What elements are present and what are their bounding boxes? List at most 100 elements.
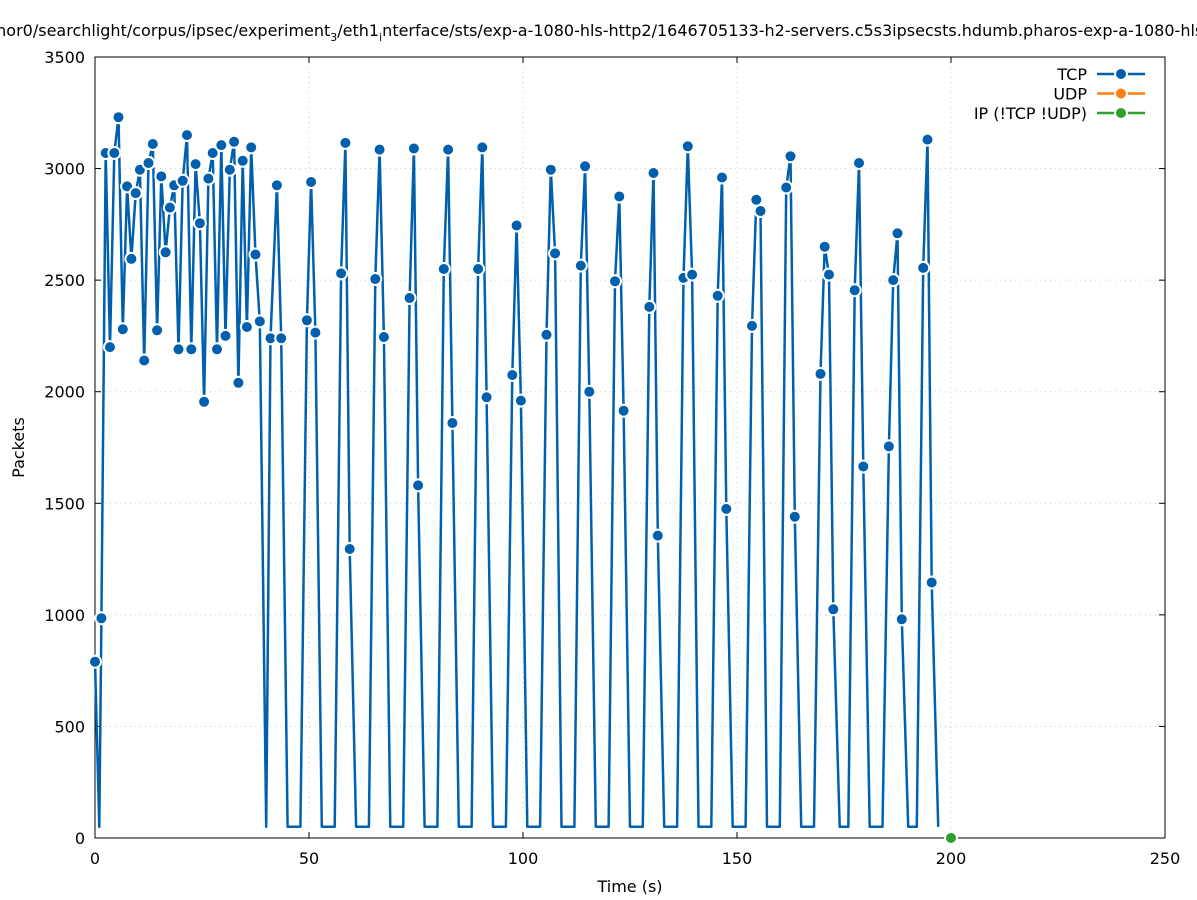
data-point: [445, 416, 460, 430]
data-point: [856, 459, 871, 474]
data-point: [886, 273, 901, 288]
data-point: [505, 368, 520, 382]
data-point: [543, 162, 558, 177]
y-tick-label: 3500: [44, 48, 85, 67]
data-point: [715, 170, 729, 185]
axis-ticks: [94, 56, 1166, 839]
data-point: [753, 204, 768, 218]
data-point: [154, 169, 169, 184]
data-point: [214, 138, 229, 153]
chart-title-part-2: /eth1: [337, 21, 379, 40]
data-point: [197, 394, 212, 409]
data-point: [192, 216, 207, 231]
data-point: [158, 245, 173, 260]
x-tick-label: 200: [936, 849, 967, 868]
data-point: [650, 528, 665, 543]
data-point: [578, 159, 593, 174]
data-point: [88, 654, 102, 669]
chart-title-part-1: /hor0/searchlight/corpus/ipsec/experimen…: [0, 21, 330, 40]
data-point: [115, 322, 130, 337]
chart-title-subscript-1: 3: [330, 31, 337, 44]
data-point: [852, 156, 866, 170]
data-point: [231, 375, 246, 390]
data-point: [150, 323, 165, 338]
data-point: [944, 831, 958, 845]
data-point: [304, 175, 319, 189]
data-point: [252, 314, 267, 329]
x-tick-label: 50: [299, 849, 319, 868]
data-point: [111, 110, 126, 125]
data-point: [128, 186, 143, 201]
data-point: [269, 178, 284, 193]
data-point: [471, 262, 486, 276]
data-point: [402, 291, 417, 305]
x-tick-label: 150: [722, 849, 753, 868]
plot-area-frame: [94, 56, 1166, 839]
data-point: [274, 331, 289, 346]
legend-label: IP (!TCP !UDP): [974, 104, 1087, 123]
data-point: [239, 320, 254, 334]
data-point: [787, 509, 802, 524]
data-point: [188, 157, 203, 172]
data-point: [235, 153, 250, 168]
data-point: [509, 218, 524, 233]
data-point: [813, 366, 828, 381]
data-point: [342, 542, 357, 556]
data-point: [94, 611, 109, 626]
data-point: [779, 180, 794, 195]
y-tick-label: 0: [75, 829, 85, 848]
grid-lines: [95, 57, 1165, 838]
data-point: [612, 189, 627, 204]
y-tick-label: 1500: [44, 494, 85, 513]
data-point: [608, 274, 622, 289]
data-point: [817, 239, 832, 254]
legend-item: TCP: [1056, 65, 1145, 84]
y-axis-title: Packets: [9, 417, 28, 478]
data-point: [145, 137, 160, 151]
data-point: [180, 128, 194, 143]
data-point: [680, 139, 695, 154]
data-point: [137, 353, 152, 368]
data-point: [924, 575, 939, 590]
data-point: [372, 142, 387, 157]
data-point: [539, 327, 554, 342]
x-tick-label: 100: [508, 849, 539, 868]
data-point: [847, 283, 862, 298]
series-layer: [88, 110, 958, 845]
y-tick-label: 2000: [44, 383, 85, 402]
data-point: [646, 166, 661, 180]
data-point: [103, 340, 117, 355]
data-point: [368, 272, 383, 286]
data-point: [745, 318, 759, 333]
data-point: [479, 390, 494, 405]
data-point: [222, 162, 237, 177]
data-point: [582, 384, 597, 399]
data-point: [642, 299, 657, 314]
legend-swatch-marker: [1114, 67, 1128, 81]
y-tick-label: 3000: [44, 160, 85, 179]
legend-item: IP (!TCP !UDP): [974, 104, 1145, 123]
x-tick-label: 0: [90, 849, 100, 868]
data-point: [201, 171, 216, 186]
data-point: [475, 140, 490, 155]
x-axis-title: Time (s): [596, 877, 662, 896]
legend-swatch-marker: [1114, 86, 1128, 101]
data-point: [616, 403, 631, 418]
data-point: [227, 134, 242, 149]
data-point: [248, 247, 263, 262]
series-0: [88, 110, 940, 829]
data-point: [334, 266, 349, 281]
legend-item: UDP: [1053, 85, 1145, 104]
y-tick-label: 1000: [44, 606, 85, 625]
data-point: [881, 439, 896, 454]
data-point: [822, 267, 836, 282]
y-tick-label: 2500: [44, 271, 85, 290]
legend-label: UDP: [1053, 85, 1087, 104]
legend-swatch-marker: [1114, 106, 1128, 120]
data-point: [299, 313, 314, 328]
chart-title-part-3: nterface/sts/exp-a-1080-hls-http2/164670…: [382, 21, 1197, 40]
data-point: [916, 260, 931, 275]
data-point: [175, 173, 190, 188]
